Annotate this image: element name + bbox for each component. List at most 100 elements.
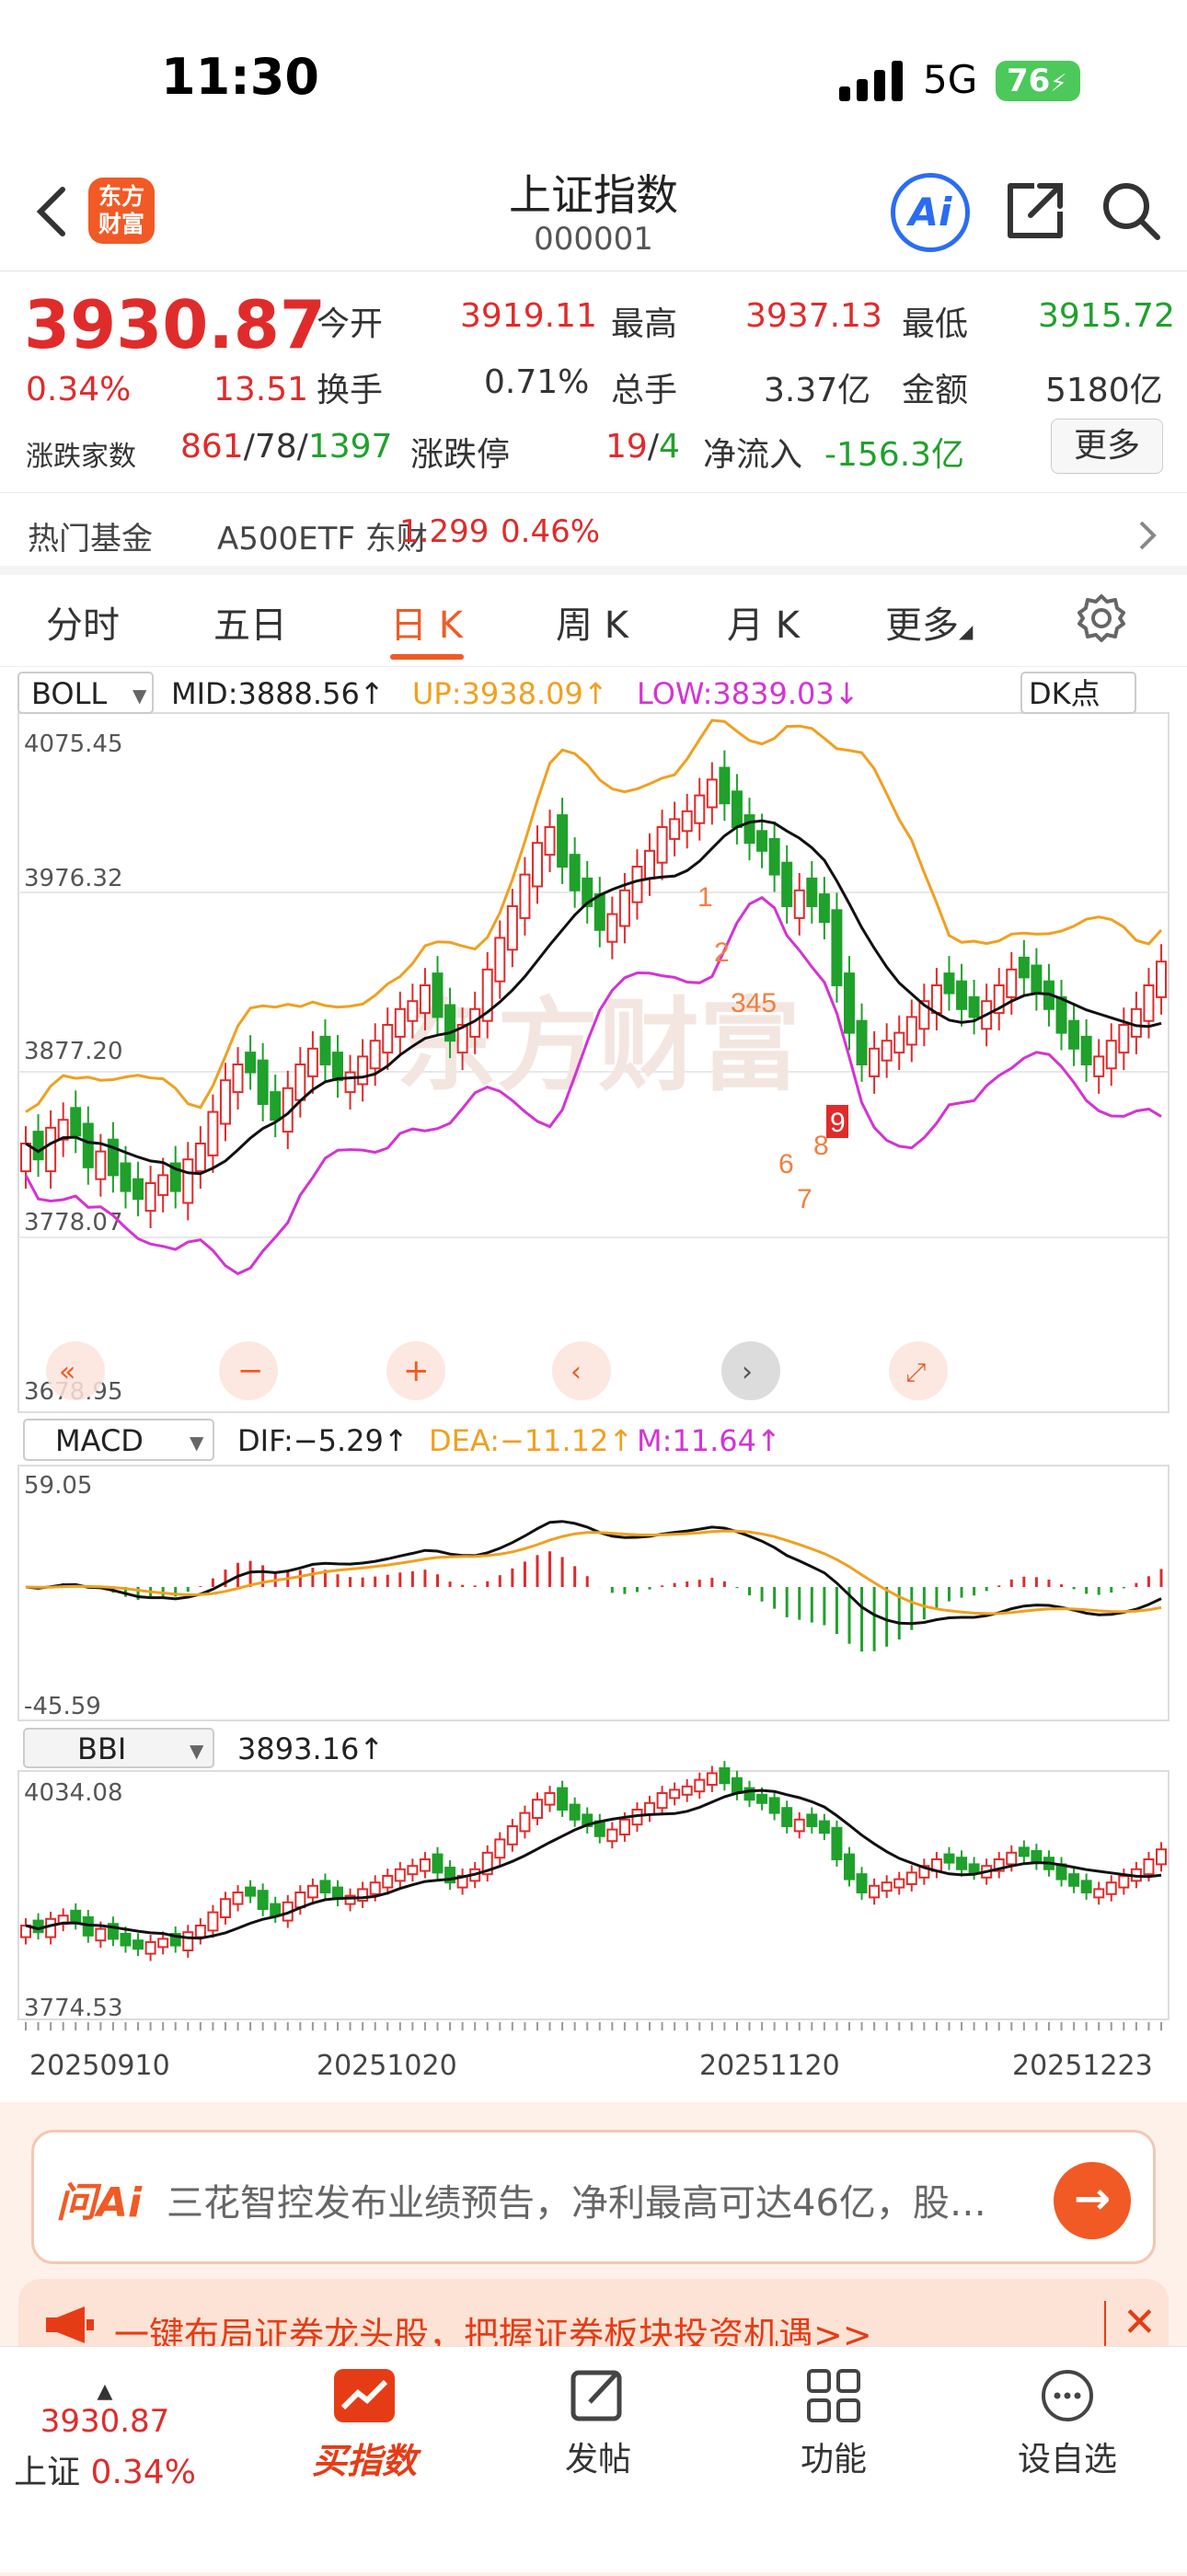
kline-chart[interactable]: 东方财富 BOLL ▼ MID:3888.56↑ UP:3938.09↑ LOW… (0, 667, 1187, 2102)
candle-body (993, 984, 1005, 1015)
boll-label: BOLL (31, 676, 107, 711)
status-bar: 11:30 5G 76⚡ (0, 0, 1187, 156)
candle-body (993, 1858, 1005, 1872)
close-icon[interactable]: ✕ (1123, 2299, 1157, 2346)
tab-5day[interactable]: 五日 (213, 604, 287, 647)
dk-button[interactable] (1020, 672, 1136, 714)
candle-body (1093, 1055, 1105, 1077)
macd-selector[interactable] (23, 1419, 214, 1461)
chart-canvas[interactable]: 东方财富 BOLL ▼ MID:3888.56↑ UP:3938.09↑ LOW… (0, 667, 1187, 2102)
more-button[interactable]: 更多 (1051, 419, 1163, 474)
tab-more[interactable]: 更多◢ (885, 604, 974, 647)
candle-body (519, 873, 531, 919)
signal-marker-1: 1 (697, 882, 713, 913)
candle-body (681, 1785, 693, 1796)
candlesticks (20, 750, 1167, 1229)
macd-histogram (37, 1551, 1163, 1652)
candle-body (319, 1880, 331, 1894)
candle-body (831, 1826, 843, 1861)
candle-body (869, 1884, 881, 1899)
candle-body (843, 1853, 855, 1880)
candle-body (169, 1162, 181, 1192)
post-button[interactable]: 发帖 (506, 2367, 690, 2480)
tab-weekly-k[interactable]: 周 K (556, 604, 628, 647)
candle-body (107, 1923, 119, 1940)
functions-button[interactable]: 功能 (742, 2367, 926, 2480)
open-label: 今开 (317, 305, 384, 343)
candle-body (531, 1799, 543, 1819)
limit-values: 19/4 (605, 428, 680, 466)
candle-body (1018, 956, 1030, 979)
fullscreen-button[interactable] (889, 1341, 948, 1400)
candle-body (831, 909, 843, 986)
ai-question-box[interactable]: 问Ai 三花智控发布业绩预告，净利最高可达46亿，股… → (31, 2130, 1156, 2264)
candle-body (157, 1938, 169, 1949)
scroll-left-button[interactable] (552, 1341, 611, 1400)
candle-body (207, 1110, 219, 1156)
y-label-1: 4075.45 (24, 730, 123, 758)
hot-fund-row[interactable]: 热门基金 A500ETF 东财 1.299 0.46% (0, 492, 1187, 575)
candle-body (582, 877, 594, 907)
bbi-selector[interactable] (23, 1728, 214, 1768)
volume-label: 总手 (611, 372, 678, 409)
share-icon[interactable] (1003, 178, 1067, 243)
y-label-4: 3778.07 (24, 1209, 123, 1236)
candle-body (1143, 1858, 1155, 1876)
candle-body (133, 1178, 144, 1201)
candle-body (557, 814, 569, 868)
chevron-right-icon (1139, 521, 1157, 550)
candle-body (756, 1793, 768, 1804)
candle-body (806, 1813, 818, 1828)
zoom-out-button[interactable] (219, 1341, 278, 1400)
candle-body (419, 1858, 431, 1872)
ai-prompt-text: 三花智控发布业绩预告，净利最高可达46亿，股… (167, 2182, 986, 2225)
zoom-in-button[interactable] (386, 1341, 445, 1400)
candle-body (270, 1903, 282, 1917)
post-label: 发帖 (564, 2441, 631, 2478)
candle-body (656, 826, 668, 864)
tab-daily-k[interactable]: 日 K (390, 604, 463, 647)
dea-line (25, 1529, 1162, 1616)
candle-body (332, 1052, 344, 1082)
scroll-right-button[interactable] (721, 1341, 780, 1400)
candle-body (881, 1881, 893, 1892)
high-value: 3937.13 (745, 297, 882, 335)
turnover-label: 换手 (317, 372, 384, 409)
mid-band-line (25, 819, 1162, 1176)
candle-body (669, 1788, 681, 1800)
tab-intraday[interactable]: 分时 (46, 604, 120, 647)
back-icon[interactable] (33, 184, 70, 239)
candle-body (357, 1888, 369, 1903)
ai-go-button[interactable]: → (1054, 2162, 1131, 2239)
search-icon[interactable] (1099, 178, 1163, 243)
chevron-right-icon: › (742, 1356, 753, 1388)
index-quote[interactable]: ▲ 3930.87 上证 0.34% (13, 2380, 197, 2493)
macd-label: MACD (55, 1423, 144, 1458)
gear-icon[interactable] (1077, 593, 1126, 643)
fund-price: 1.299 (399, 513, 490, 550)
battery-level: 76 (1007, 63, 1051, 99)
candle-body (294, 1064, 306, 1101)
candle-body (306, 1047, 318, 1077)
candle-body (968, 995, 980, 1018)
index-price: 3930.87 (40, 2403, 170, 2440)
candle-body (694, 1778, 706, 1793)
candle-body (219, 1898, 231, 1918)
boll-selector[interactable] (17, 672, 154, 714)
candle-body (557, 1787, 569, 1811)
add-watchlist-button[interactable]: 设自选 (975, 2367, 1159, 2480)
candle-body (1018, 1846, 1030, 1857)
candle-body (956, 1857, 968, 1870)
signal-marker-6: 6 (778, 1149, 794, 1179)
x-date-1: 20250910 (29, 2050, 170, 2082)
scroll-left-fast-button[interactable] (46, 1341, 105, 1400)
nav-bar: 东方 财富 上证指数 000001 Ai (0, 156, 1187, 271)
buy-index-button[interactable]: 买指数 (272, 2367, 456, 2483)
ai-button[interactable]: Ai (891, 173, 970, 252)
candle-body (618, 1818, 630, 1836)
candle-body (194, 1143, 206, 1173)
tab-monthly-k[interactable]: 月 K (727, 604, 800, 647)
candle-body (357, 1055, 369, 1086)
candle-body (918, 1000, 930, 1030)
candle-body (569, 854, 581, 891)
